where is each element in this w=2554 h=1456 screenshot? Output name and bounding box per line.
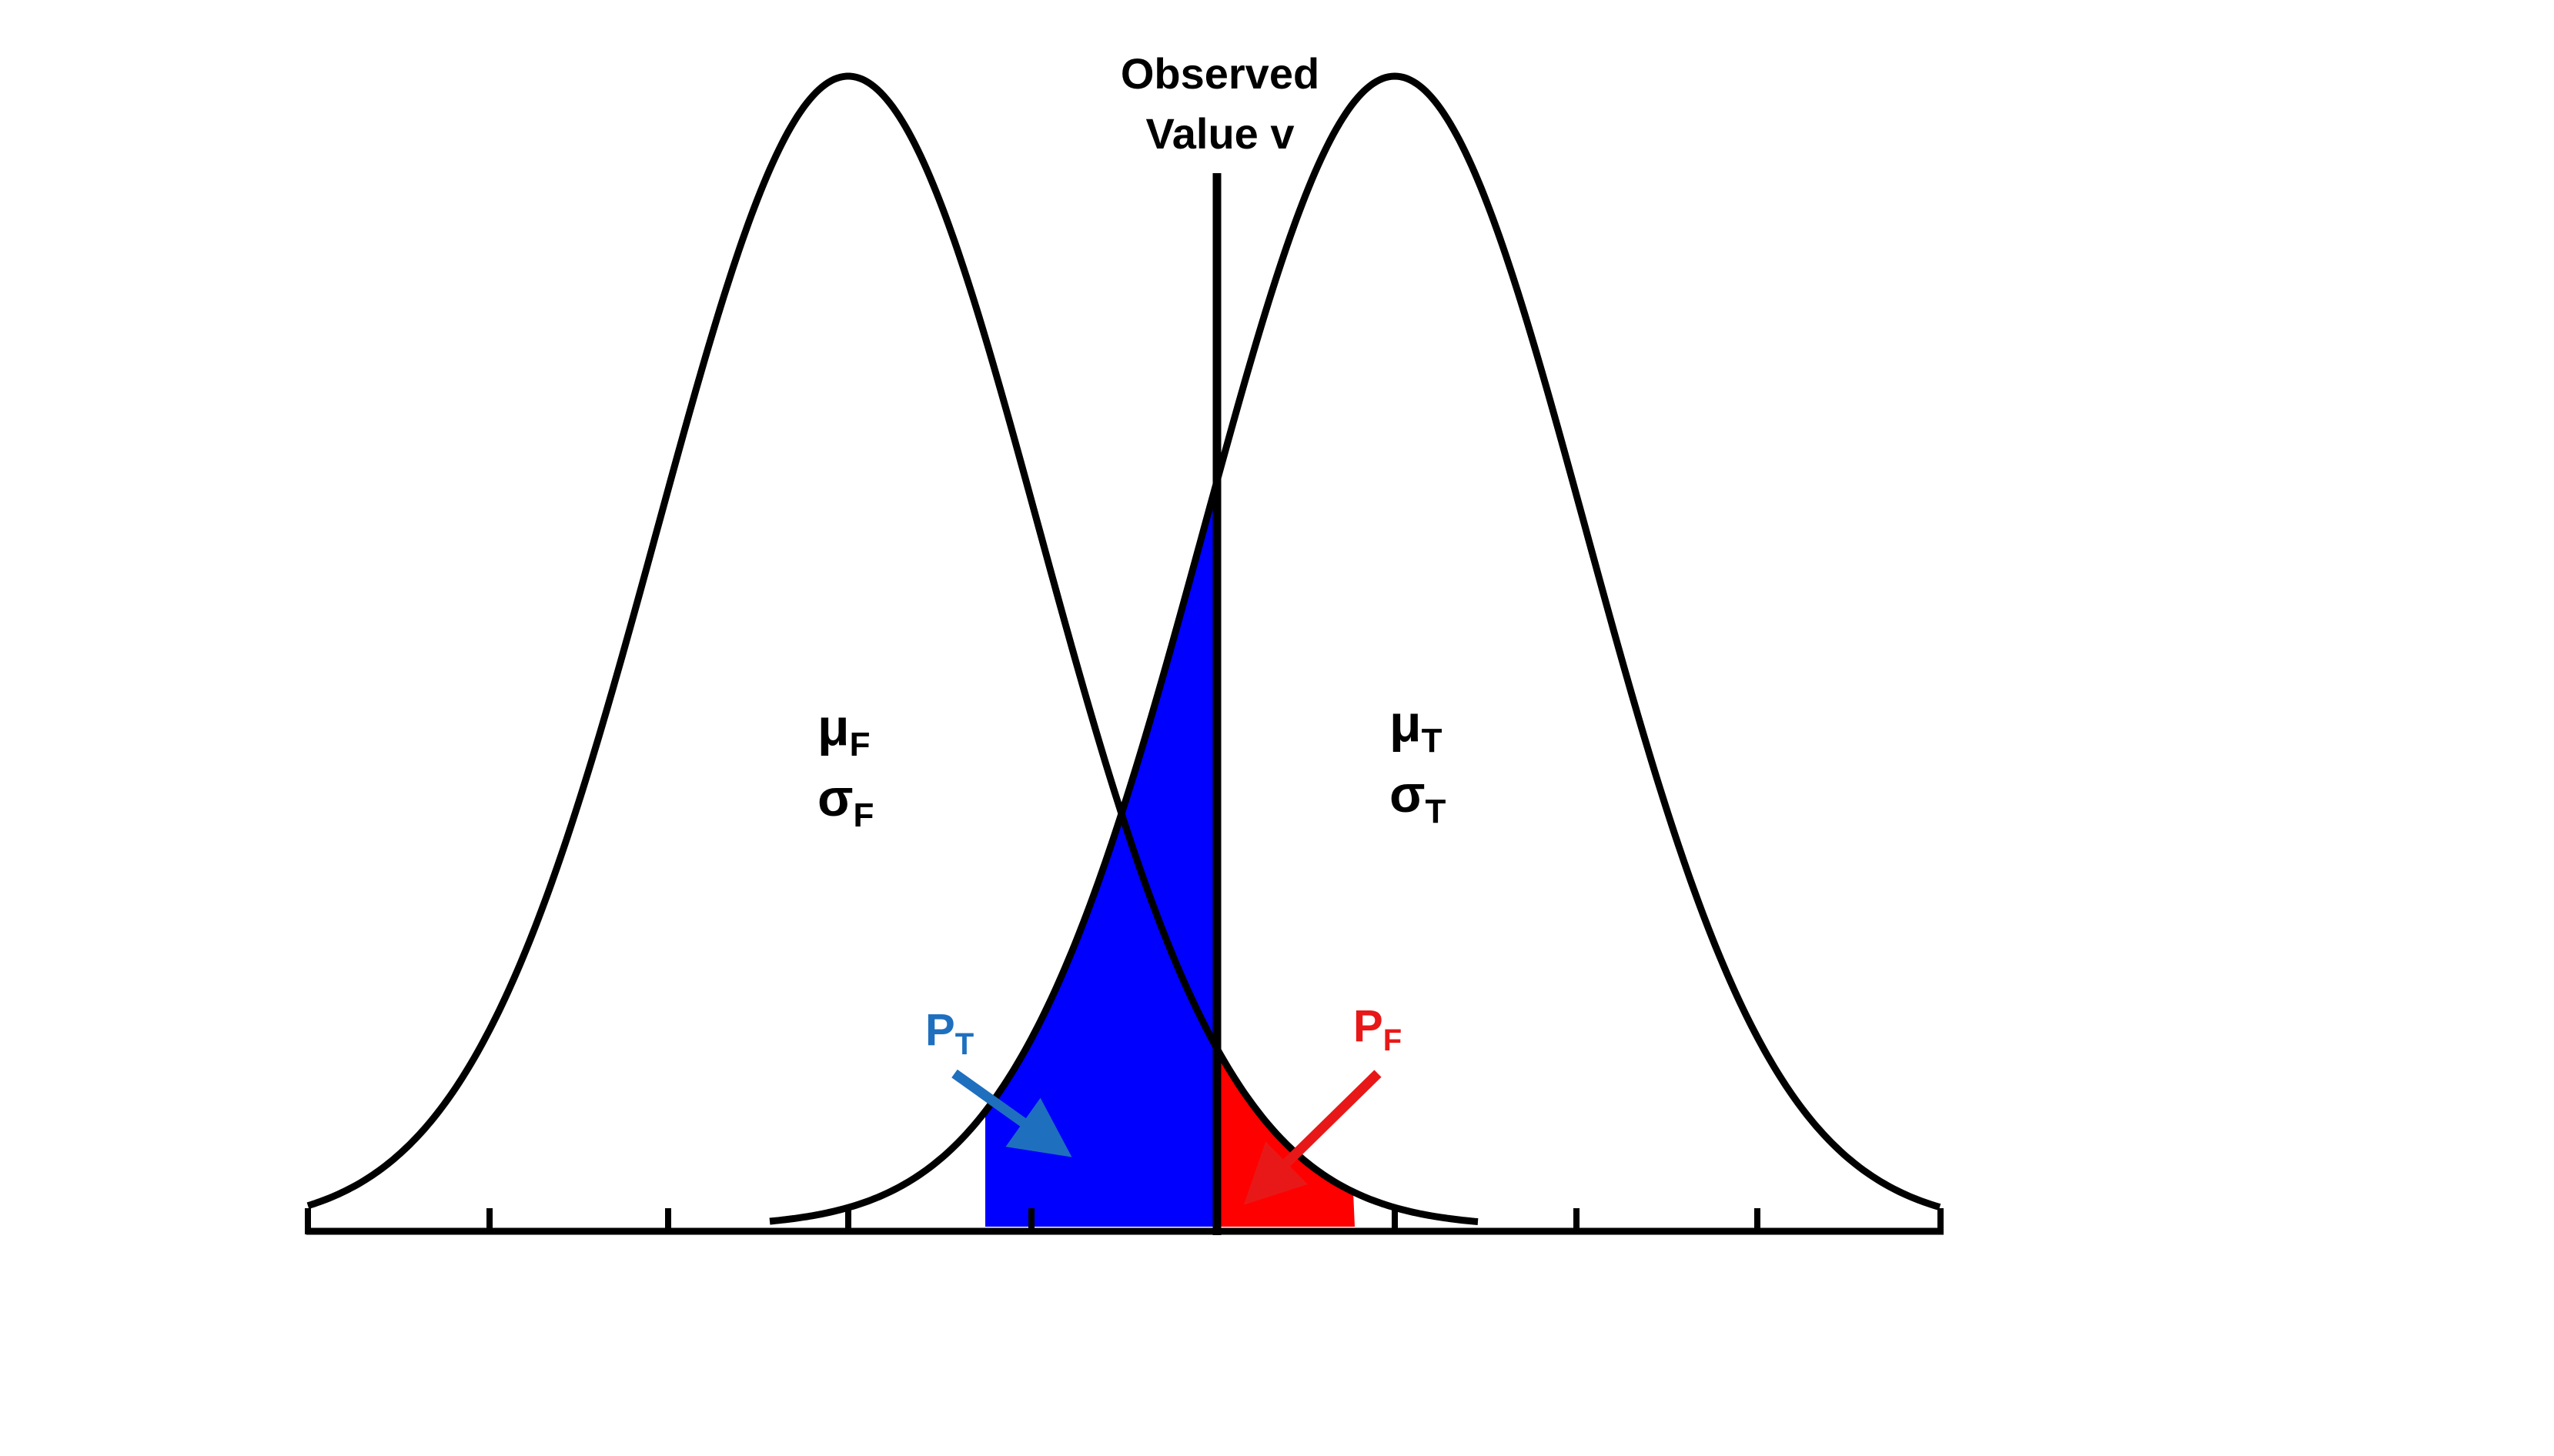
true-tail-area (985, 483, 1217, 1227)
observed-label-line2: Value v (1145, 109, 1294, 158)
prob-false-arrow-icon (1243, 1070, 1382, 1205)
observed-label-line1: Observed (1121, 49, 1319, 98)
mu-true-label: μT (1389, 694, 1442, 760)
mu-false-label: μF (817, 698, 871, 763)
sigma-false-label: σF (817, 769, 874, 834)
true-distribution-curve (769, 72, 1941, 1225)
prob-true-label: PT (925, 1005, 974, 1061)
prob-false-label: PF (1353, 1001, 1402, 1057)
sigma-true-label: σT (1389, 765, 1446, 830)
false-tail-area (1217, 1048, 1355, 1227)
prob-true-arrow-icon (951, 1069, 1072, 1157)
false-distribution-curve (306, 72, 1479, 1225)
